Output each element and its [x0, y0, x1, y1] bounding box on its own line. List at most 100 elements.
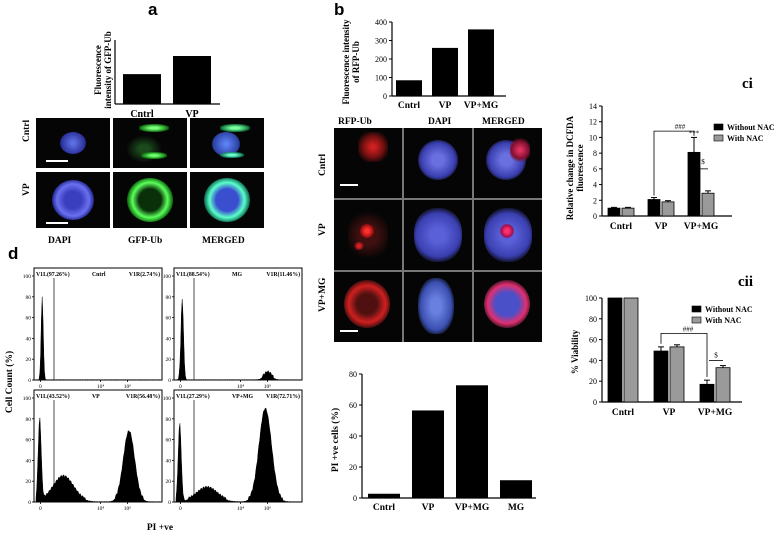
chart-ci-ylabel: Relative change in DCFDAfluorescence — [565, 115, 585, 220]
d-xtick: 10⁴ — [97, 506, 105, 512]
b-row-label-cntrl: Cntrl — [318, 153, 328, 176]
b-bar-vp — [432, 47, 458, 96]
d-ytick: 20 — [26, 357, 32, 363]
cii-legend-label: Without NAC — [705, 305, 753, 314]
d-xtick: 10⁶ — [124, 506, 132, 512]
d-histogram-mg: V1L(88.54%) MG V1R(11.46%) 0 20 40 60 80 100 0 10⁴… — [163, 267, 303, 390]
a-micro-dapi-vp — [36, 172, 110, 228]
pi-bar-vpmg — [456, 385, 488, 498]
pi-xtick-cntrl: Cntrl — [373, 503, 396, 513]
chart-d-xlabel: PI +ve — [147, 523, 173, 533]
ci-bar-vp-1 — [661, 201, 675, 217]
a-micro-merged-cntrl — [190, 118, 264, 168]
d-ytick: 80 — [166, 417, 172, 423]
b-micro-dapi-cntrl — [404, 128, 472, 198]
d-gate-right-label: V1R(56.48%) — [126, 393, 160, 400]
ci-ytick: 4 — [593, 181, 597, 190]
cii-ytick: 20 — [589, 377, 597, 386]
b-col-label-merged: MERGED — [482, 117, 525, 127]
a-micro-gfp-vp — [113, 172, 187, 228]
d-ytick: 40 — [166, 458, 172, 464]
cii-xtick-vpmg: VP+MG — [698, 408, 733, 418]
d-ytick: 60 — [166, 316, 172, 322]
ci-bar-vpmg-1 — [701, 192, 715, 217]
d-ytick: 0 — [168, 500, 171, 506]
b-micro-merged-vpmg — [474, 272, 542, 342]
b-micro-dapi-vp — [404, 200, 472, 270]
cii-ytick: 60 — [589, 336, 597, 345]
b-xtick-cntrl: Cntrl — [398, 101, 421, 111]
d-gate-left-label: V1L(88.54%) — [176, 271, 210, 278]
d-histogram-vpmg: V1L(27.29%) VP+MG V1R(72.71%) 0 20 40 60 80 100 0… — [163, 389, 303, 512]
d-sample-label: MG — [232, 272, 242, 278]
a-micro-dapi-cntrl — [36, 118, 110, 168]
pi-ytick: 40 — [349, 432, 357, 441]
ci-legend-swatch — [713, 123, 724, 131]
b-bar-cntrl — [396, 80, 422, 96]
b-micro-merged-cntrl — [474, 128, 542, 198]
d-ytick: 20 — [26, 479, 32, 485]
d-sample-label: VP+MG — [232, 394, 254, 400]
panel-letter-b: b — [334, 0, 345, 19]
d-ytick: 60 — [166, 438, 172, 444]
d-xtick: 10⁶ — [264, 384, 272, 390]
d-ytick: 60 — [26, 316, 32, 322]
chart-a: Fluorescenceintensity of GFP-Ub Cntrl VP — [93, 31, 220, 118]
a-micro-merged-vp — [190, 172, 264, 228]
d-ytick: 0 — [28, 500, 31, 506]
d-ytick: 80 — [26, 417, 32, 423]
b-micro-rfp-cntrl — [334, 128, 402, 198]
pi-bar-cntrl — [368, 493, 400, 498]
chart-ci-label: ci — [742, 76, 753, 92]
b-col-label-rfp: RFP-Ub — [338, 117, 372, 127]
b-row-label-vp: VP — [318, 223, 328, 236]
d-xtick: 0 — [39, 384, 42, 390]
d-histogram-fill — [175, 407, 301, 503]
pi-xtick-vpmg: VP+MG — [455, 503, 490, 513]
ci-annot-hash: ### — [675, 123, 686, 131]
cii-bar-vp-0 — [653, 350, 669, 403]
ci-ytick: 6 — [593, 165, 597, 174]
d-histogram-fill — [35, 296, 161, 381]
pi-ytick: 20 — [349, 463, 357, 472]
d-xtick: 10⁴ — [237, 384, 245, 390]
cii-annot-dollar: $ — [714, 351, 718, 359]
d-ytick: 40 — [26, 336, 32, 342]
b-xtick-vpmg: VP+MG — [464, 101, 499, 111]
d-histogram-fill — [175, 298, 301, 381]
d-ytick: 60 — [26, 438, 32, 444]
d-gate-left-label: V1L(27.29%) — [176, 393, 210, 400]
pi-ytick: 60 — [349, 401, 357, 410]
ci-bar-vp-0 — [647, 199, 661, 217]
d-ytick: 0 — [28, 378, 31, 384]
ci-ytick: 10 — [589, 133, 597, 142]
chart-cii-label: cii — [738, 274, 753, 290]
ci-xtick-vpmg: VP+MG — [684, 222, 719, 232]
b-ytick: 200 — [375, 55, 387, 64]
a-bar-vp — [173, 56, 211, 104]
a-micro-gfp-cntrl — [113, 118, 187, 168]
cii-ytick: 40 — [589, 356, 597, 365]
b-xtick-vp: VP — [439, 101, 452, 111]
b-micro-rfp-vp — [334, 200, 402, 270]
d-xtick: 0 — [39, 506, 42, 512]
ci-ytick: 8 — [593, 149, 597, 158]
cii-legend-swatch — [691, 305, 702, 313]
ci-bar-cntrl-0 — [607, 207, 621, 217]
cii-ytick: 0 — [593, 398, 597, 407]
b-micro-dapi-vpmg — [404, 272, 472, 342]
d-xtick: 0 — [179, 506, 182, 512]
ci-ytick: 14 — [589, 102, 597, 111]
chart-cii-ylabel: % Viability — [570, 329, 580, 374]
cii-legend-label: With NAC — [705, 316, 742, 325]
pi-ytick: 80 — [349, 370, 357, 379]
ci-legend-label: Without NAC — [727, 123, 775, 132]
cii-bar-vpmg-0 — [699, 383, 715, 403]
ci-bar-cntrl-1 — [621, 207, 635, 217]
ci-annot-dollar: $ — [701, 158, 705, 166]
b-micrograph-grid — [334, 128, 542, 342]
chart-b: Fluorescence intensityof RFP-Ub 0 100 200 3… — [341, 18, 506, 111]
cii-bar-vp-1 — [669, 346, 685, 403]
d-gate-right-label: V1R(11.46%) — [266, 271, 300, 278]
ci-legend-label: With NAC — [727, 134, 764, 143]
